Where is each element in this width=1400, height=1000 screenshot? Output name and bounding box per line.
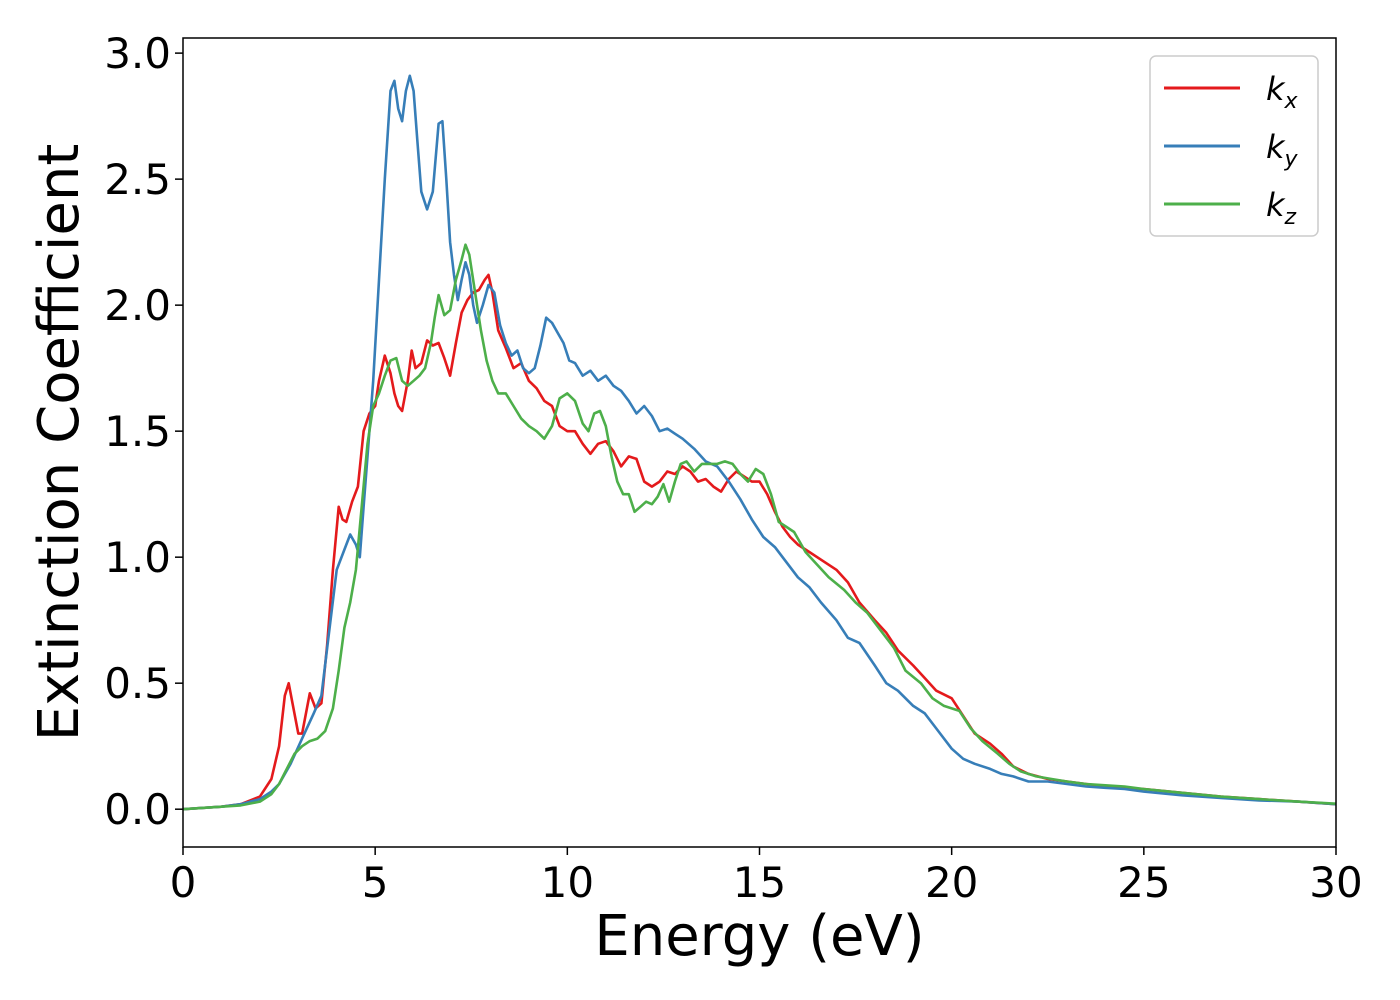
- y-tick-label: 0.0: [104, 785, 171, 834]
- y-tick-label: 3.0: [104, 29, 171, 78]
- legend: kx ky kz: [1149, 55, 1319, 237]
- legend-label-z: kz: [1266, 186, 1297, 230]
- x-axis: 0 5 10 15 20 25 30: [170, 847, 1363, 907]
- y-tick-label: 2.5: [104, 155, 171, 204]
- legend-label-x: kx: [1266, 70, 1299, 114]
- x-tick-label: 10: [541, 858, 594, 907]
- x-axis-title: Energy (eV): [594, 904, 924, 969]
- y-axis: 0.0 0.5 1.0 1.5 2.0 2.5 3.0: [104, 29, 183, 834]
- y-axis-title: Extinction Coefficient: [27, 144, 92, 742]
- y-tick-label: 1.0: [104, 533, 171, 582]
- x-tick-label: 20: [925, 858, 978, 907]
- x-tick-label: 0: [170, 858, 197, 907]
- series-layer: [183, 74, 1336, 811]
- series-line-z: [183, 243, 1336, 811]
- x-tick-label: 30: [1309, 858, 1362, 907]
- x-tick-label: 5: [362, 858, 389, 907]
- y-tick-label: 1.5: [104, 407, 171, 456]
- legend-label-y: ky: [1266, 128, 1299, 172]
- x-tick-label: 15: [733, 858, 786, 907]
- series-line-y: [183, 74, 1336, 811]
- y-tick-label: 2.0: [104, 281, 171, 330]
- y-tick-label: 0.5: [104, 659, 171, 708]
- x-tick-label: 25: [1117, 858, 1170, 907]
- series-line-x: [183, 273, 1336, 811]
